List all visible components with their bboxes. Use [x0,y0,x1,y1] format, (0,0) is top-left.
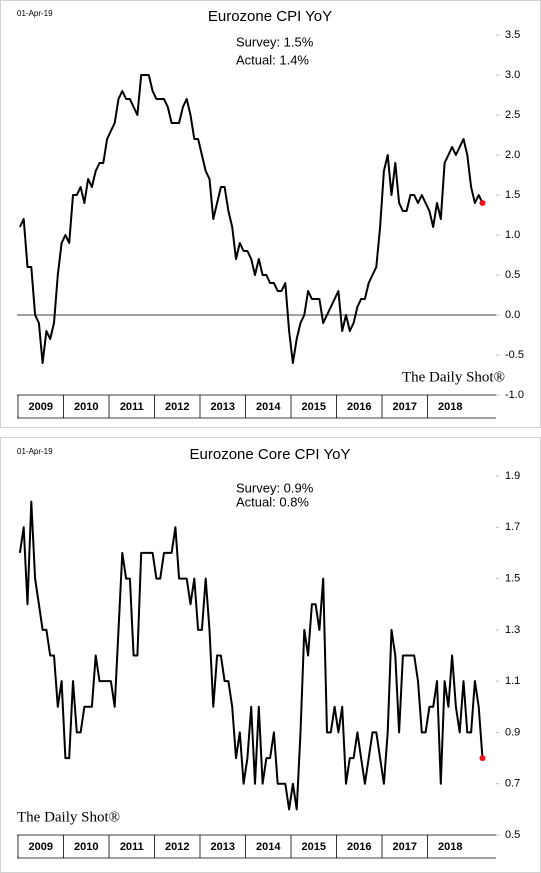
last-point [479,200,486,206]
y-tick-label: 3.5 [505,29,520,41]
chart-title: Eurozone Core CPI YoY [190,446,351,463]
y-tick-label: 0.7 [505,778,520,790]
x-tick-label: 2015 [302,401,326,413]
y-tick-label: 1.1 [505,675,520,687]
y-tick-label: 3.0 [505,69,520,81]
y-tick-label: -0.5 [505,349,524,361]
y-tick-label: 1.9 [505,470,520,482]
annotation: Actual: 1.4% [236,52,309,67]
x-tick-label: 2010 [74,841,98,853]
y-tick-label: 1.5 [505,572,520,584]
y-tick-label: 1.5 [505,189,520,201]
x-tick-label: 2017 [393,841,417,853]
x-tick-label: 2011 [120,841,144,853]
data-line [18,500,484,811]
annotation: Survey: 0.9% [236,480,314,495]
x-tick-label: 2018 [438,841,462,853]
x-tick-label: 2015 [302,841,326,853]
x-tick-label: 2009 [29,401,53,413]
y-tick-label: 2.0 [505,149,520,161]
chart-panel: Eurozone CPI YoY 01-Apr-19 Survey: 1.5% Act… [0,0,541,428]
x-tick-label: 2012 [165,841,189,853]
x-tick-label: 2010 [74,401,98,413]
x-tick-label: 2012 [165,401,189,413]
x-tick-label: 2016 [347,401,371,413]
y-tick-label: 0.9 [505,726,520,738]
x-tick-label: 2014 [256,401,281,413]
annotation: Actual: 0.8% [236,494,309,509]
watermark: The Daily Shot® [402,369,505,385]
watermark: The Daily Shot® [17,809,120,825]
x-tick-label: 2013 [211,841,235,853]
chart-panel: Eurozone Core CPI YoY 01-Apr-19 Survey: 0.… [0,437,541,873]
y-tick-label: 2.5 [505,109,520,121]
y-tick-label: -1.0 [505,389,524,401]
x-tick-label: 2018 [438,401,462,413]
x-tick-label: 2009 [29,841,53,853]
chart-title: Eurozone CPI YoY [208,8,332,25]
y-tick-label: 0.5 [505,269,520,281]
annotation: Survey: 1.5% [236,34,314,49]
last-point [479,755,486,762]
y-tick-label: 0.0 [505,309,520,321]
date-label: 01-Apr-19 [17,9,53,18]
x-tick-label: 2016 [347,841,371,853]
date-label: 01-Apr-19 [17,447,53,456]
y-tick-label: 1.0 [505,229,520,241]
data-line [18,74,484,364]
x-tick-label: 2014 [256,841,281,853]
y-tick-label: 0.5 [505,829,520,841]
y-tick-label: 1.3 [505,624,520,636]
y-tick-label: 1.7 [505,521,520,533]
x-tick-label: 2011 [120,401,144,413]
x-tick-label: 2013 [211,401,235,413]
x-tick-label: 2017 [393,401,417,413]
